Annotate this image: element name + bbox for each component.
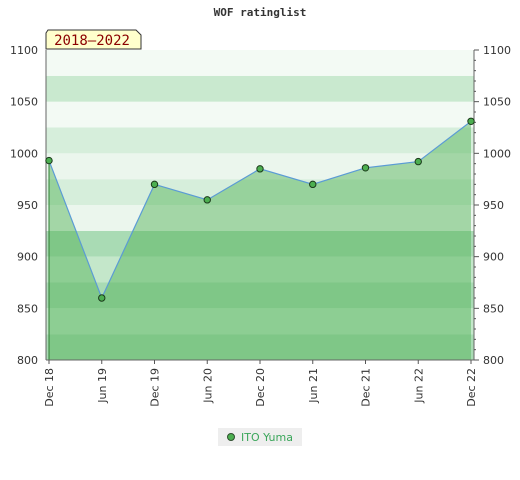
band: [46, 75, 474, 102]
y-tick-label-right: 1100: [483, 44, 511, 57]
y-tick-label-right: 800: [483, 354, 504, 367]
y-tick-label-left: 950: [17, 199, 38, 212]
x-tick-label: Jun 22: [412, 368, 425, 404]
band: [46, 205, 474, 231]
band: [46, 179, 474, 205]
legend-marker-icon: [226, 433, 235, 441]
y-tick-label-right: 900: [483, 251, 504, 264]
x-tick-label: Jun 21: [307, 368, 320, 404]
period-label: 2018–2022: [54, 33, 130, 49]
band: [46, 282, 474, 309]
band: [46, 230, 474, 257]
band: [46, 101, 474, 128]
y-tick-label-left: 1100: [10, 44, 38, 57]
background-bands: [46, 50, 474, 360]
y-tick-label-right: 850: [483, 302, 504, 315]
band: [46, 256, 474, 283]
band: [46, 50, 474, 76]
data-point: [150, 180, 159, 189]
legend: ITO Yuma: [218, 428, 302, 446]
y-tick-label-left: 900: [17, 251, 38, 264]
data-point: [45, 156, 53, 165]
band: [46, 334, 474, 360]
y-tick-label-right: 1000: [483, 147, 511, 160]
chart-title: WOF ratinglist: [213, 6, 307, 19]
x-tick-label: Dec 21: [360, 368, 373, 407]
band: [46, 127, 474, 154]
y-tick-label-left: 1050: [10, 96, 38, 109]
data-point: [467, 117, 475, 126]
x-tick-label: Dec 18: [43, 368, 56, 407]
y-tick-label-right: 1050: [483, 96, 511, 109]
y-ticks-right: 800 850 900 950 1000 1050 1100: [474, 44, 511, 367]
data-points: [45, 117, 475, 302]
data-point: [361, 164, 370, 172]
x-tick-label: Jun 20: [201, 368, 214, 404]
y-tick-label-left: 800: [17, 354, 38, 367]
y-ticks-left: 800 850 900 950 1000 1050 1100: [10, 44, 38, 367]
data-point: [256, 165, 264, 173]
data-point: [203, 196, 211, 204]
data-point: [98, 294, 106, 302]
y-tick-label-right: 950: [483, 199, 504, 212]
band: [46, 308, 474, 335]
period-badge: 2018–2022: [45, 29, 142, 50]
x-tick-label: Dec 19: [149, 368, 162, 407]
x-ticks: Dec 18 Jun 19 Dec 19 Jun 20 Dec 20 Jun 21 Dec …: [43, 360, 478, 407]
x-tick-label: Dec 20: [254, 368, 267, 407]
y-tick-label-left: 850: [17, 302, 38, 315]
legend-label: ITO Yuma: [240, 430, 293, 444]
data-point: [309, 180, 317, 189]
series-area: [49, 121, 471, 360]
data-point: [414, 157, 422, 166]
x-tick-label: Dec 22: [465, 368, 478, 407]
x-tick-label: Jun 19: [96, 368, 109, 404]
y-tick-label-left: 1000: [10, 147, 38, 160]
